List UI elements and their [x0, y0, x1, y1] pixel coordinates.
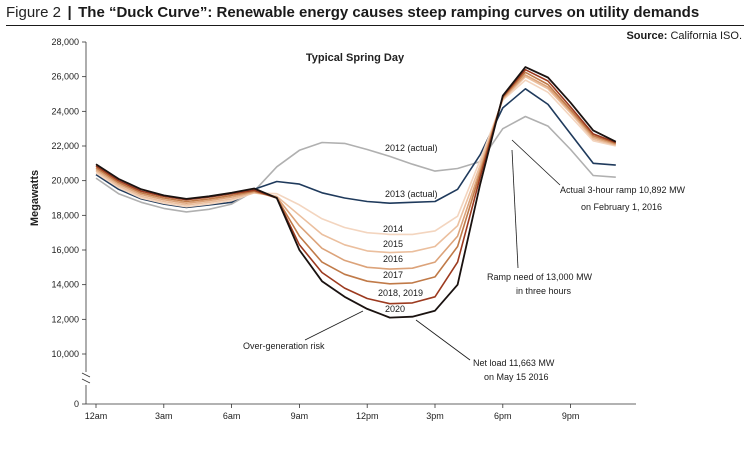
series-line-2014	[95, 79, 616, 236]
net-load-leader	[415, 319, 471, 361]
annotation-over-generation: Over-generation risk	[243, 341, 325, 351]
figure-separator: |	[67, 4, 72, 21]
ramp-need-leader	[511, 149, 519, 269]
figure-label: Figure 2	[6, 4, 62, 21]
header-rule	[6, 25, 744, 26]
y-tick-label: 12,000	[51, 314, 79, 324]
annotation-net-load: Net load 11,663 MW	[473, 358, 555, 368]
x-tick-label: 9am	[291, 411, 309, 421]
x-tick-label: 6am	[223, 411, 241, 421]
y-tick-label: 10,000	[51, 349, 79, 359]
x-tick-label: 3pm	[426, 411, 444, 421]
y-axis-label: Megawatts	[29, 170, 41, 226]
figure-title: The “Duck Curve”: Renewable energy cause…	[78, 4, 700, 21]
y-tick-label: 26,000	[51, 72, 79, 82]
series-label: 2018, 2019	[378, 288, 423, 298]
series-label: 2012 (actual)	[385, 143, 438, 153]
series-line-2018-2019	[95, 68, 617, 305]
series-line-2016	[95, 74, 617, 270]
series-label: 2016	[383, 254, 403, 264]
over-generation-leader	[304, 310, 364, 341]
series-label: 2014	[383, 224, 403, 234]
x-tick-label: 12pm	[356, 411, 379, 421]
actual-ramp-leader	[511, 139, 561, 186]
x-tick-label: 3am	[155, 411, 173, 421]
y-tick-label-zero: 0	[74, 399, 79, 409]
y-tick-label: 22,000	[51, 141, 79, 151]
annotation-ramp-need-time: in three hours	[516, 286, 572, 296]
series-line-2020	[95, 66, 617, 319]
y-tick-label: 24,000	[51, 106, 79, 116]
source-note: Source: California ISO.	[626, 30, 742, 42]
annotation-actual-ramp: Actual 3-hour ramp 10,892 MW	[560, 185, 686, 195]
axis-break-mark	[81, 372, 91, 384]
y-tick-label: 14,000	[51, 280, 79, 290]
series-label: 2020	[385, 304, 405, 314]
series-label: 2013 (actual)	[385, 189, 438, 199]
source-value: California ISO.	[670, 30, 742, 42]
series-label: 2017	[383, 270, 403, 280]
y-tick-label: 16,000	[51, 245, 79, 255]
chart-subtitle: Typical Spring Day	[306, 52, 405, 64]
y-tick-label: 28,000	[51, 37, 79, 47]
annotation-ramp-need: Ramp need of 13,000 MW	[487, 272, 593, 282]
series-line-2015	[95, 75, 617, 254]
annotation-actual-ramp-date: on February 1, 2016	[581, 202, 662, 212]
x-tick-label: 12am	[85, 411, 108, 421]
x-tick-label: 6pm	[494, 411, 512, 421]
series-line-2017	[95, 71, 617, 285]
figure-header: Figure 2 | The “Duck Curve”: Renewable e…	[6, 4, 744, 26]
y-tick-label: 20,000	[51, 176, 79, 186]
x-tick-label: 9pm	[562, 411, 580, 421]
annotation-net-load-date: on May 15 2016	[484, 372, 549, 382]
series-line-2012-actual-	[95, 115, 616, 213]
series-line-2013-actual-	[95, 88, 616, 209]
source-label: Source:	[626, 30, 668, 42]
series-label: 2015	[383, 239, 403, 249]
y-tick-label: 18,000	[51, 210, 79, 220]
